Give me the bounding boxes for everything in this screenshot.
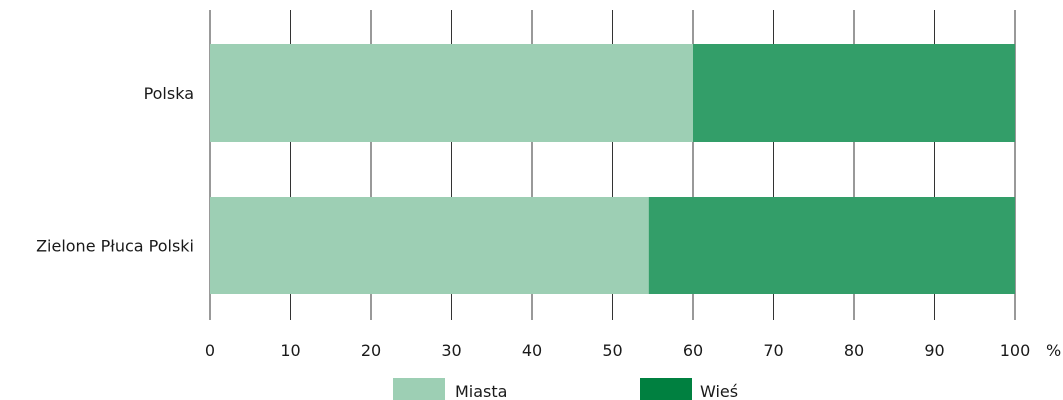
x-unit-label: % [1046, 341, 1061, 360]
x-tick-label: 100 [1000, 341, 1031, 360]
x-tick-label: 50 [602, 341, 622, 360]
legend-label-miasta: Miasta [455, 382, 507, 400]
x-axis: 0 10 20 30 40 50 60 70 80 90 100% [205, 341, 1061, 360]
category-label: Zielone Płuca Polski [36, 237, 194, 256]
category-label: Polska [144, 84, 194, 103]
x-tick-label: 90 [924, 341, 944, 360]
category-labels: Polska Zielone Płuca Polski [36, 84, 194, 256]
x-tick-label: 0 [205, 341, 215, 360]
x-tick-label: 80 [844, 341, 864, 360]
x-tick-label: 70 [763, 341, 783, 360]
x-tick-label: 60 [683, 341, 703, 360]
bar-segment-wies [693, 44, 1015, 142]
legend-label-wies: Wieś [700, 382, 738, 400]
x-tick-label: 20 [361, 341, 381, 360]
x-tick-label: 10 [280, 341, 300, 360]
bar-segment-miasta [210, 197, 649, 294]
bar-segment-miasta [210, 44, 693, 142]
bars [210, 44, 1015, 294]
x-tick-label: 30 [441, 341, 461, 360]
x-tick-label: 40 [522, 341, 542, 360]
legend: Miasta Wieś [393, 378, 738, 400]
bar-segment-wies [648, 197, 1015, 294]
legend-swatch-wies [640, 378, 692, 400]
legend-swatch-miasta [393, 378, 445, 400]
